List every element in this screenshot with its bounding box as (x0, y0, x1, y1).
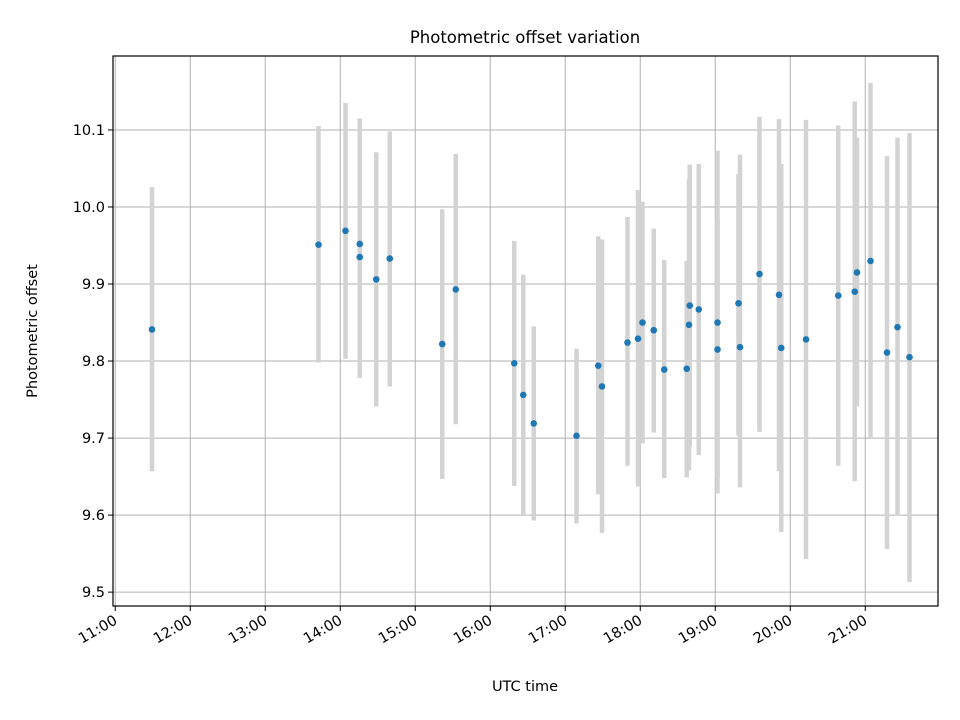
data-point (438, 340, 446, 348)
data-point (594, 362, 602, 369)
y-tick-label: 9.8 (82, 354, 105, 370)
x-tick-label: 14:00 (301, 613, 345, 648)
data-point (624, 339, 631, 346)
data-point (372, 276, 380, 283)
data-point (802, 336, 810, 343)
data-point (510, 360, 518, 367)
x-tick-label: 20:00 (751, 613, 795, 648)
data-point (148, 326, 156, 333)
x-tick-label: 11:00 (76, 613, 120, 648)
data-point (573, 432, 580, 440)
x-tick-label: 13:00 (226, 613, 270, 648)
data-point (695, 306, 703, 313)
x-tick-label: 21:00 (826, 613, 870, 648)
data-point (530, 420, 538, 427)
chart-title: Photometric offset variation (410, 28, 640, 47)
data-point (906, 353, 913, 361)
data-point (775, 291, 783, 299)
data-point (834, 292, 842, 299)
y-axis-label: Photometric offset (25, 264, 41, 398)
x-tick-label: 15:00 (376, 613, 420, 648)
data-point (777, 344, 785, 352)
y-tick-label: 9.6 (82, 508, 105, 524)
x-tick-label: 16:00 (451, 613, 495, 648)
y-tick-label: 10.1 (73, 123, 105, 139)
data-point (756, 270, 763, 278)
data-point (660, 366, 668, 373)
y-tick-label: 10.0 (73, 200, 105, 216)
x-tick-label: 12:00 (151, 613, 195, 648)
data-point (714, 346, 721, 353)
data-point (598, 383, 606, 390)
plot-frame (112, 55, 939, 607)
data-point (853, 269, 861, 276)
y-tick-label: 9.5 (82, 585, 105, 601)
data-point (342, 227, 349, 235)
data-point (356, 240, 364, 248)
x-axis-label: UTC time (492, 679, 558, 695)
data-point (519, 391, 527, 399)
data-point (356, 253, 364, 261)
y-tick-label: 9.9 (82, 277, 105, 293)
data-point (650, 326, 658, 334)
data-point (634, 335, 642, 343)
y-axis-ticks: 9.5 9.6 9.7 9.8 9.9 10.0 10.1 (73, 123, 113, 601)
x-axis-ticks: 11:00 12:00 13:00 14:00 15:00 16:00 17:00 18:00… (76, 606, 870, 647)
data-point (851, 288, 859, 296)
y-tick-label: 9.7 (82, 431, 105, 447)
x-tick-label: 17:00 (526, 613, 570, 648)
x-tick-label: 19:00 (676, 613, 720, 648)
data-point (894, 323, 901, 331)
data-point (867, 257, 874, 265)
data-point (683, 365, 691, 373)
data-point (736, 343, 744, 351)
data-point (639, 319, 646, 326)
data-point (685, 321, 693, 329)
data-point (386, 255, 394, 262)
x-tick-label: 18:00 (601, 613, 645, 648)
data-point (452, 286, 460, 293)
data-point (315, 241, 322, 249)
data-point (883, 349, 891, 356)
data-points (148, 227, 913, 440)
data-point (686, 302, 694, 309)
data-point (714, 319, 721, 326)
data-point (735, 299, 742, 307)
